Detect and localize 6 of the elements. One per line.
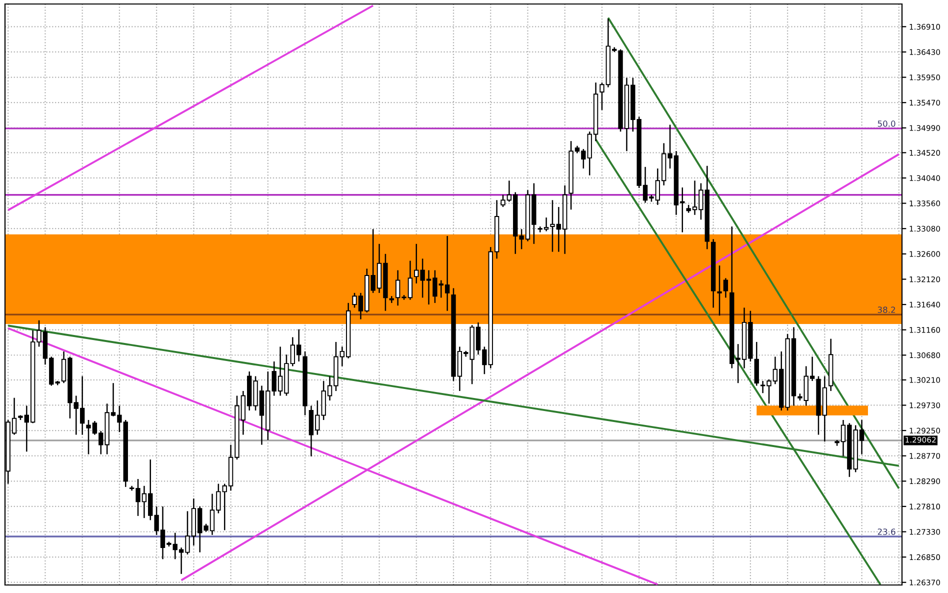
candlestick [723,278,728,298]
annotation: 38.2 [878,306,895,313]
annotation: 50.0 [878,120,896,127]
candlestick [754,341,759,386]
candlestick [717,264,722,316]
annotation: 23.6 [878,528,896,535]
